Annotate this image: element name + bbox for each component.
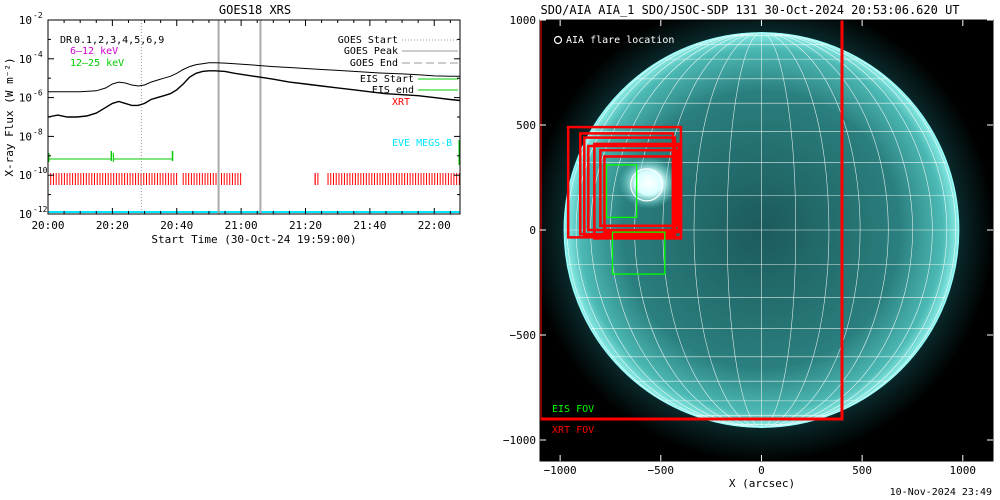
goes-x-tick-label: 21:20	[289, 219, 322, 232]
longitude-line	[726, 32, 762, 428]
goes-y-axis-label: X-ray Flux (W m⁻²)	[3, 57, 16, 176]
goes-flux-series-line	[47, 70, 461, 118]
aia-image-panel: SDO/AIA AIA_1 SDO/JSOC-SDP 131 30-Oct-20…	[503, 3, 994, 490]
legend-eis-end-label: EIS end	[372, 85, 414, 96]
goes-x-tick-label: 21:40	[353, 219, 386, 232]
band-12-25-label: 12–25 keV	[70, 58, 124, 69]
aia-x-axis-label: X (arcsec)	[729, 477, 795, 490]
xrt-observation-segment	[327, 173, 460, 185]
flare-marker-legend-icon	[553, 35, 563, 45]
longitude-line	[761, 32, 889, 428]
xrt-fov-box	[587, 144, 681, 232]
xrt-observation-segment	[314, 173, 319, 185]
flare-brightening	[618, 156, 679, 209]
eis-fov-label: EIS FOV	[552, 404, 594, 415]
footer-timestamp: 10-Nov-2024 23:49	[889, 487, 992, 498]
eis-fov-box	[611, 231, 666, 275]
goes-x-tick-label: 22:00	[418, 219, 451, 232]
legend-eis-start-label: EIS Start	[360, 74, 414, 85]
aia-y-tick-label: 0	[529, 224, 536, 237]
goes-xrs-chart: GOES18 XRS X-ray Flux (W m⁻²) Start Time…	[3, 3, 461, 246]
flare-location-legend: AIA flare location	[553, 35, 674, 46]
longitude-line	[693, 32, 762, 428]
goes-y-tick-label: 10	[19, 130, 32, 143]
goes-y-tick-label: 10	[19, 53, 32, 66]
aia-plot-frame	[539, 19, 994, 462]
aia-y-tick-label: −1000	[503, 434, 536, 447]
goes-x-tick-label: 21:00	[225, 219, 258, 232]
xrt-observation-segment	[47, 173, 178, 185]
band-6-12-label: 6–12 keV	[70, 46, 118, 57]
goes-y-tick-exponent: -8	[33, 127, 43, 136]
eve-megs-label: EVE MEGS-B	[392, 138, 452, 149]
goes-y-tick-exponent: -2	[33, 11, 43, 20]
goes-flux-series-line	[48, 62, 460, 93]
legend-goes-end-label: GOES End	[350, 58, 398, 69]
goes-chart-title: GOES18 XRS	[219, 3, 291, 17]
goes-legend: GOES Start GOES Peak GOES End EIS Start …	[338, 35, 458, 108]
goes-y-tick-exponent: -4	[33, 50, 43, 59]
legend-goes-start-label: GOES Start	[338, 35, 398, 46]
longitude-line	[761, 32, 830, 428]
xrt-fov-box	[599, 148, 679, 228]
aia-title: SDO/AIA AIA_1 SDO/JSOC-SDP 131 30-Oct-20…	[540, 3, 959, 17]
eis-fov-box	[605, 164, 638, 219]
goes-x-tick-label: 20:40	[160, 219, 193, 232]
goes-x-tick-label: 20:00	[31, 219, 64, 232]
goes-y-tick-label: 10	[19, 14, 32, 27]
goes-y-tick-exponent: -10	[33, 166, 48, 175]
aia-x-tick-label: −500	[648, 464, 675, 477]
xrt-observation-segment	[182, 173, 242, 185]
legend-xrt-label: XRT	[392, 97, 410, 108]
goes-x-tick-label: 20:20	[96, 219, 129, 232]
xrt-fov-box	[579, 132, 675, 236]
goes-y-tick-label: 10	[19, 208, 32, 221]
goes-y-tick-exponent: -12	[33, 205, 48, 214]
goes-y-tick-label: 10	[19, 92, 32, 105]
flare-location-label: AIA flare location	[566, 35, 674, 46]
xrt-fov-box	[583, 136, 677, 238]
goes-x-axis-label: Start Time (30-Oct-24 19:59:00)	[151, 233, 356, 246]
goes-channel-label: 0.1,2,3,4,5,6,9	[74, 35, 164, 46]
aia-y-tick-label: −500	[510, 329, 537, 342]
solar-limb	[563, 32, 960, 428]
longitude-line	[761, 32, 913, 428]
aia-x-tick-label: −1000	[544, 464, 577, 477]
flare-location-marker	[630, 168, 664, 202]
legend-goes-peak-label: GOES Peak	[344, 46, 398, 57]
longitude-line	[761, 32, 796, 428]
xrt-fov-label: XRT FOV	[552, 425, 594, 436]
aia-x-tick-label: 1000	[950, 464, 977, 477]
xrt-large-fov-box	[540, 20, 844, 421]
longitude-line	[761, 32, 861, 428]
aia-x-tick-label: 500	[852, 464, 872, 477]
aia-x-tick-label: 0	[758, 464, 765, 477]
goes-channel-overprint: DR	[60, 35, 73, 46]
aia-y-tick-label: 1000	[510, 14, 537, 27]
goes-y-tick-exponent: -6	[33, 89, 43, 98]
goes-y-tick-label: 10	[19, 169, 32, 182]
aia-y-tick-label: 500	[516, 119, 536, 132]
